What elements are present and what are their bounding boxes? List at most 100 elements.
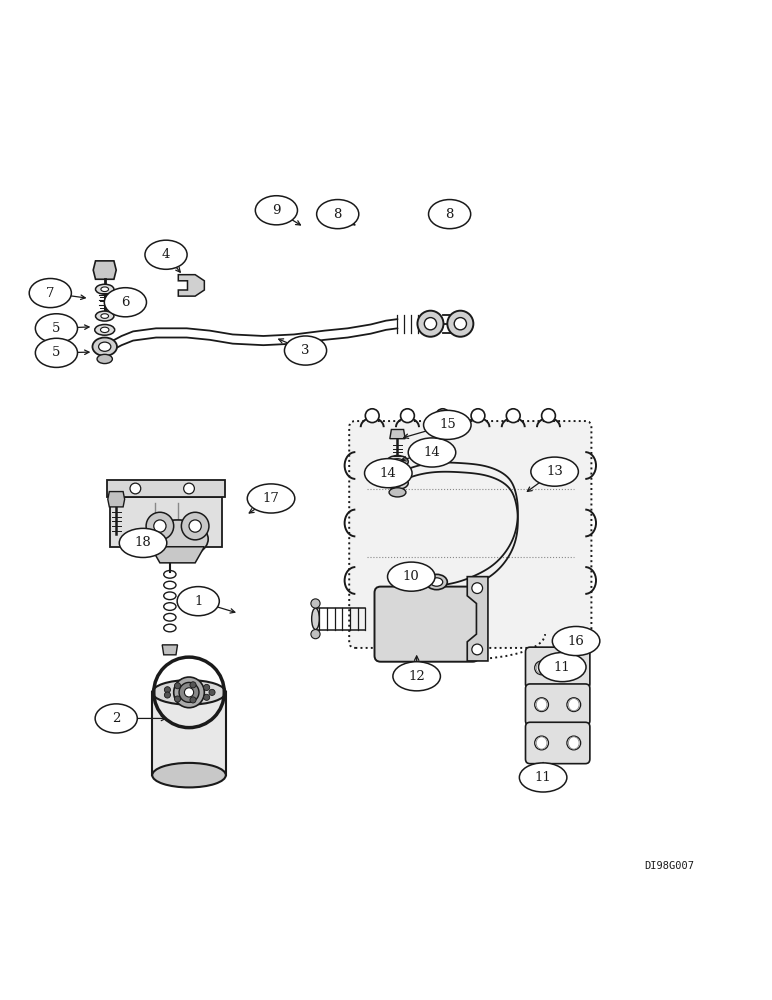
Circle shape <box>184 483 195 494</box>
Text: 3: 3 <box>301 344 310 357</box>
Text: 17: 17 <box>262 492 279 505</box>
Text: 5: 5 <box>52 322 61 335</box>
Circle shape <box>130 483 141 494</box>
Ellipse shape <box>100 327 109 333</box>
Ellipse shape <box>96 284 114 294</box>
Circle shape <box>471 409 485 423</box>
Ellipse shape <box>152 763 226 787</box>
Text: 14: 14 <box>424 446 440 459</box>
Circle shape <box>567 661 581 675</box>
Circle shape <box>311 599 320 608</box>
Circle shape <box>365 409 379 423</box>
Ellipse shape <box>147 520 208 558</box>
Ellipse shape <box>101 287 109 292</box>
Circle shape <box>190 697 196 703</box>
Ellipse shape <box>152 680 226 705</box>
Ellipse shape <box>104 288 147 317</box>
Polygon shape <box>107 480 225 497</box>
Circle shape <box>174 696 181 702</box>
Ellipse shape <box>247 484 295 513</box>
Ellipse shape <box>428 200 471 229</box>
Circle shape <box>472 644 482 655</box>
Text: 1: 1 <box>194 595 202 608</box>
Ellipse shape <box>317 200 359 229</box>
Polygon shape <box>151 547 205 563</box>
Text: 16: 16 <box>567 635 584 648</box>
Circle shape <box>164 687 171 693</box>
Circle shape <box>418 311 443 337</box>
Ellipse shape <box>531 457 578 486</box>
Ellipse shape <box>424 410 471 439</box>
Ellipse shape <box>96 311 114 321</box>
Circle shape <box>190 682 196 688</box>
Circle shape <box>535 661 548 675</box>
Ellipse shape <box>539 653 586 682</box>
Circle shape <box>567 736 581 750</box>
Ellipse shape <box>384 463 411 482</box>
Text: 4: 4 <box>162 248 170 261</box>
Circle shape <box>472 583 482 594</box>
Ellipse shape <box>391 467 405 477</box>
Ellipse shape <box>145 240 187 269</box>
Text: 11: 11 <box>554 661 571 674</box>
Text: 14: 14 <box>380 467 397 480</box>
Ellipse shape <box>408 438 455 467</box>
Circle shape <box>425 318 437 330</box>
Circle shape <box>204 694 210 700</box>
Text: 15: 15 <box>439 418 455 431</box>
Ellipse shape <box>93 338 117 356</box>
FancyBboxPatch shape <box>374 587 479 662</box>
Ellipse shape <box>387 477 408 489</box>
Circle shape <box>401 409 415 423</box>
FancyBboxPatch shape <box>526 647 590 689</box>
Ellipse shape <box>95 324 115 335</box>
Ellipse shape <box>284 336 327 365</box>
Text: 8: 8 <box>445 208 454 221</box>
FancyBboxPatch shape <box>526 722 590 764</box>
Circle shape <box>164 692 171 698</box>
Text: 13: 13 <box>546 465 563 478</box>
Ellipse shape <box>95 704 137 733</box>
Circle shape <box>174 677 205 708</box>
Ellipse shape <box>393 662 440 691</box>
Circle shape <box>179 682 199 702</box>
Ellipse shape <box>256 196 297 225</box>
Circle shape <box>209 689 215 695</box>
Bar <box>152 692 226 775</box>
Circle shape <box>311 630 320 639</box>
Text: 2: 2 <box>112 712 120 725</box>
Circle shape <box>189 520 201 532</box>
Text: 7: 7 <box>46 287 55 300</box>
Circle shape <box>535 698 548 712</box>
FancyBboxPatch shape <box>349 421 591 648</box>
Ellipse shape <box>392 480 403 486</box>
Circle shape <box>154 520 166 532</box>
Polygon shape <box>108 492 124 507</box>
Ellipse shape <box>389 488 406 497</box>
Polygon shape <box>467 577 488 661</box>
Ellipse shape <box>388 562 435 591</box>
Ellipse shape <box>29 278 71 308</box>
Circle shape <box>174 683 181 689</box>
Ellipse shape <box>431 578 442 586</box>
Text: 9: 9 <box>273 204 281 217</box>
FancyBboxPatch shape <box>526 684 590 725</box>
Ellipse shape <box>426 574 447 590</box>
Ellipse shape <box>177 587 219 616</box>
Circle shape <box>447 311 473 337</box>
Ellipse shape <box>392 459 403 465</box>
Text: 18: 18 <box>134 536 151 549</box>
Circle shape <box>535 736 548 750</box>
Ellipse shape <box>520 763 567 792</box>
Text: DI98G007: DI98G007 <box>645 861 695 871</box>
Ellipse shape <box>312 608 320 630</box>
Circle shape <box>204 684 210 691</box>
Polygon shape <box>178 275 205 296</box>
Ellipse shape <box>552 626 600 656</box>
Circle shape <box>506 409 520 423</box>
Text: 10: 10 <box>403 570 420 583</box>
Circle shape <box>185 688 194 697</box>
Ellipse shape <box>36 314 77 343</box>
Text: 6: 6 <box>121 296 130 309</box>
Circle shape <box>454 318 466 330</box>
